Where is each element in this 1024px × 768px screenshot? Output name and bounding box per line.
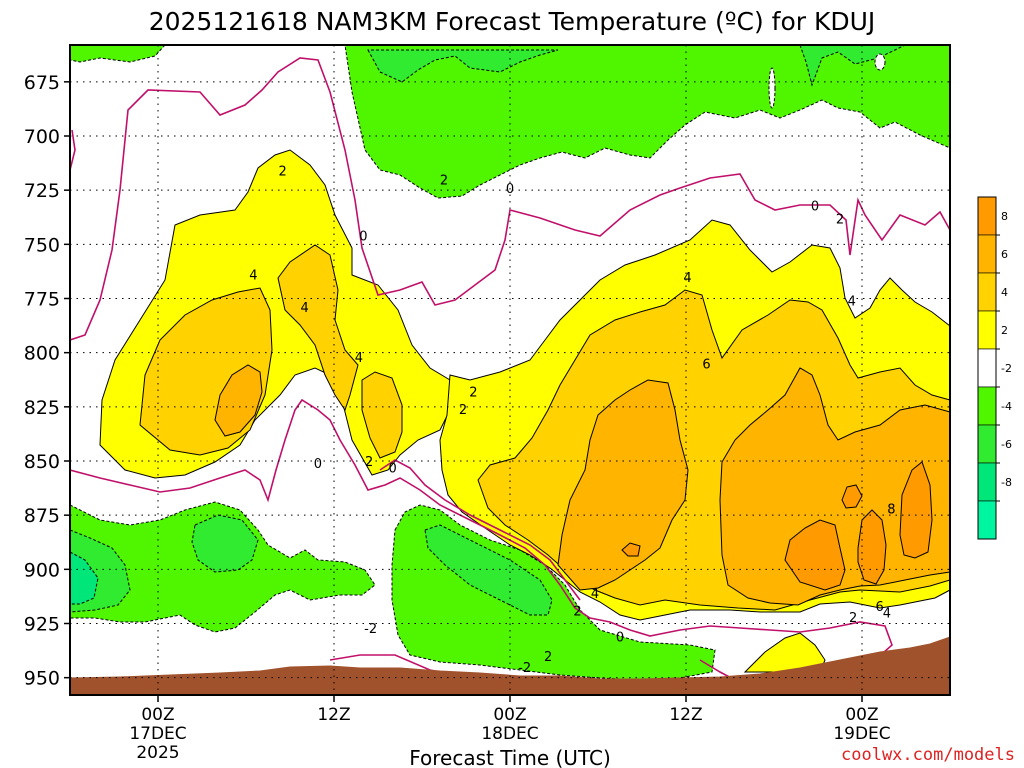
y-tick-label: 950 [24, 668, 60, 690]
warmest-region-left [214, 364, 263, 437]
contour-label: 4 [683, 271, 691, 286]
contour-label: 2 [836, 212, 844, 227]
contour-label: 0 [616, 631, 624, 646]
contour-label: 4 [301, 301, 309, 316]
y-tick-label: 825 [24, 397, 60, 419]
white-pocket-2 [874, 53, 886, 71]
cold-core-lower-left-1 [191, 514, 259, 573]
colorbar-label: 4 [1001, 286, 1008, 299]
colorbar-swatch [977, 272, 997, 312]
zero-contour-lower [70, 398, 893, 671]
x-tick-label: 12Z [317, 705, 350, 725]
contour-label: 2 [544, 650, 552, 665]
y-tick-label: 775 [24, 289, 60, 311]
zero-contour-upper [70, 57, 950, 341]
chart-title: 2025121618 NAM3KM Forecast Temperature (… [149, 7, 876, 36]
contour-label: 2 [440, 173, 448, 188]
x-tick-label: 00Z [141, 705, 174, 725]
colorbar-swatch [977, 348, 997, 388]
zero-contour-inner [379, 459, 581, 601]
y-tick-label: 700 [24, 126, 60, 148]
y-tick-label: 900 [24, 559, 60, 581]
contour-label: 0 [359, 230, 367, 245]
contour-label: 0 [314, 457, 322, 472]
y-tick-label: 750 [24, 234, 60, 256]
contour-label: 4 [883, 607, 891, 622]
x-tick-label: 19DEC [833, 724, 890, 744]
y-tick-label: 725 [24, 180, 60, 202]
colorbar-label: -6 [1001, 438, 1012, 451]
y-tick-label: 925 [24, 614, 60, 636]
contour-label: 0 [506, 182, 514, 197]
cold-region-upper [344, 45, 950, 199]
x-tick-label: 17DEC [129, 724, 186, 744]
hottest-patch-1 [784, 519, 846, 591]
contour-label: -2 [518, 661, 531, 676]
x-tick-label: 12Z [669, 705, 702, 725]
colorbar: 8 6 4 2 -2 -4 -6 -8 [977, 196, 1012, 540]
y-tick-label: 800 [24, 343, 60, 365]
y-tick-label: 875 [24, 505, 60, 527]
hottest-patch-4 [841, 484, 863, 509]
contour-label: 4 [355, 351, 363, 366]
colorbar-swatch [977, 310, 997, 350]
x-axis-title: Forecast Time (UTC) [409, 746, 611, 768]
colorbar-swatch [977, 386, 997, 426]
colorbar-label: 2 [1001, 324, 1008, 337]
contour-label: 6 [875, 600, 883, 615]
terrain [70, 636, 950, 695]
y-tick-label: 675 [24, 72, 60, 94]
colorbar-label: -8 [1001, 476, 1012, 489]
colorbar-swatch [977, 500, 997, 540]
contour-label: 0 [389, 462, 397, 477]
x-tick-label: 2025 [136, 743, 179, 763]
contour-label: 2 [365, 455, 373, 470]
contour-label: 8 [887, 503, 895, 518]
contour-label: 4 [591, 587, 599, 602]
white-pocket-1 [768, 67, 776, 109]
contour-label: 2 [459, 403, 467, 418]
colorbar-swatch [977, 424, 997, 464]
colorbar-label: -2 [1001, 362, 1012, 375]
x-tick-label: 18DEC [481, 724, 538, 744]
colorbar-frame [977, 196, 997, 540]
credit-text: coolwx.com/models [841, 745, 1015, 765]
contour-label: 2 [849, 611, 857, 626]
x-tick-label: 00Z [493, 705, 526, 725]
grid [70, 45, 950, 695]
contour-label: 6 [702, 358, 710, 373]
hottest-patch-3 [899, 461, 933, 559]
warmer-region-left-b [277, 244, 359, 412]
colorbar-swatch [977, 462, 997, 502]
cold-region-upper-left [70, 45, 166, 63]
temperature-field [70, 45, 950, 695]
warmest-region-right-a [557, 379, 689, 591]
colorbar-swatch [977, 196, 997, 236]
contour-label: 0 [811, 199, 819, 214]
colorbar-label: -4 [1001, 400, 1012, 413]
contour-label: 2 [573, 605, 581, 620]
contour-label: -2 [364, 622, 377, 637]
cold-core-lower-left-3 [70, 551, 99, 605]
hottest-patch-5 [621, 542, 641, 557]
y-tick-label: 850 [24, 451, 60, 473]
hottest-patch-2 [857, 509, 887, 585]
warmest-region-right-b [719, 367, 950, 606]
y-axis: 675 700 725 750 775 800 825 850 875 900 925 950 [24, 72, 70, 690]
contour-label: 2 [469, 386, 477, 401]
zero-contour-left [70, 129, 76, 171]
warmer-region-left-c [361, 371, 403, 459]
colorbar-swatch [977, 234, 997, 274]
contour-label: 4 [848, 295, 856, 310]
x-tick-label: 00Z [845, 705, 878, 725]
colorbar-label: 6 [1001, 248, 1008, 261]
contour-label: 2 [279, 165, 287, 180]
contour-label: 4 [249, 269, 257, 284]
cold-core-middle [424, 524, 553, 616]
colorbar-label: 8 [1001, 210, 1008, 223]
